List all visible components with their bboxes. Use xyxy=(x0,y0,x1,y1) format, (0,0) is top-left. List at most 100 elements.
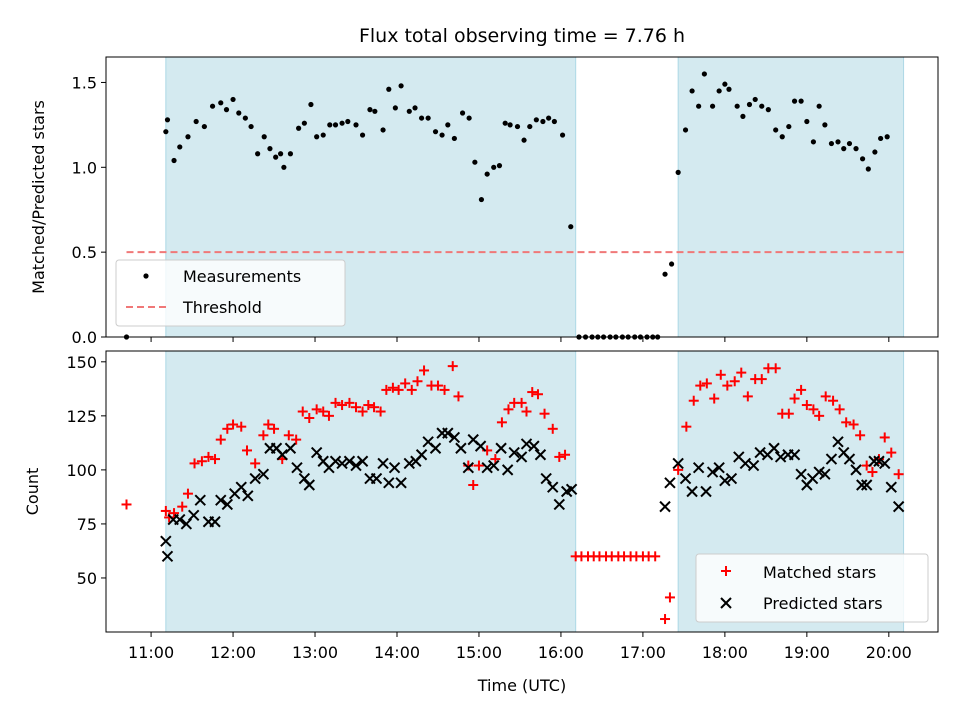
matched-star-point xyxy=(432,380,443,391)
top-legend: Measurements Threshold xyxy=(115,259,346,327)
predicted-legend-marker xyxy=(720,597,732,609)
measurement-point xyxy=(865,166,871,172)
matched-star-point xyxy=(375,406,386,417)
matched-star-point xyxy=(893,469,904,480)
measurement-point xyxy=(734,103,740,109)
predicted-star-point xyxy=(515,451,528,463)
measurement-point xyxy=(765,107,771,113)
y-tick-label: 50 xyxy=(77,569,97,588)
matched-star-point xyxy=(393,384,404,395)
matched-star-point xyxy=(834,404,845,415)
predicted-star-point xyxy=(383,477,395,489)
measurement-point xyxy=(359,132,366,138)
matched-star-point xyxy=(695,380,706,391)
measurement-point xyxy=(682,127,689,133)
predicted-stars-points xyxy=(160,427,905,563)
predicted-star-point xyxy=(856,479,868,491)
top-y-axis-label: Matched/Predicted stars xyxy=(29,100,48,294)
measurement-point xyxy=(478,196,485,203)
matched-star-point xyxy=(814,410,825,421)
predicted-star-point xyxy=(686,485,698,498)
matched-star-point xyxy=(269,423,280,434)
y-tick-label: 1.0 xyxy=(72,158,97,177)
measurement-point xyxy=(709,103,716,109)
measurement-point xyxy=(332,122,339,128)
predicted-star-point xyxy=(442,427,454,439)
predicted-star-point xyxy=(415,449,428,461)
ratio-panel: 0.0 0.5 1.0 1.5 Matched/Predicted stars Mea… xyxy=(29,56,939,347)
predicted-star-point xyxy=(843,453,856,465)
observing-windows-top xyxy=(165,57,905,337)
bottom-legend: Matched stars Predicted stars xyxy=(695,553,929,623)
matched-star-point xyxy=(439,384,450,395)
matched-star-point xyxy=(709,393,720,404)
measurement-point xyxy=(791,98,798,104)
predicted-star-point xyxy=(242,490,254,502)
matched-star-point xyxy=(650,551,661,562)
measurement-point xyxy=(779,134,785,140)
x-tick-label: 12:00 xyxy=(210,643,256,662)
predicted-star-point xyxy=(795,468,807,480)
measurement-point xyxy=(209,103,216,109)
predicted-star-point xyxy=(474,440,487,452)
y-tick-label: 75 xyxy=(77,515,97,534)
matched-star-point xyxy=(263,419,274,430)
predicted-star-point xyxy=(448,431,461,444)
top-axes-frame xyxy=(105,56,939,338)
measurement-point xyxy=(878,135,884,142)
measurement-point xyxy=(828,140,835,147)
matched-star-point xyxy=(527,387,538,398)
measurement-point xyxy=(339,120,345,126)
measurement-point xyxy=(412,105,418,111)
measurement-point xyxy=(255,151,261,157)
predicted-star-point xyxy=(388,462,401,474)
measurement-point xyxy=(551,118,557,125)
measurement-point xyxy=(164,117,171,123)
x-axis-label: Time (UTC) xyxy=(477,676,566,695)
matched-star-point xyxy=(521,406,532,417)
matched-star-point xyxy=(351,402,362,413)
predicted-star-point xyxy=(188,509,200,521)
predicted-star-point xyxy=(747,459,760,472)
measurement-point xyxy=(185,134,191,140)
measurement-point xyxy=(722,81,728,87)
measurement-point xyxy=(193,118,199,125)
x-tick-label: 18:00 xyxy=(702,643,748,662)
matched-star-point xyxy=(203,451,214,462)
measurement-point xyxy=(177,144,183,150)
measurement-point xyxy=(740,113,746,119)
bottom-x-axis-ticks: 11:00 12:00 13:00 14:00 15:00 16:00 17:00 18:00… xyxy=(128,632,912,662)
measurement-point xyxy=(716,88,722,94)
matched-star-point xyxy=(560,449,571,460)
predicted-star-point xyxy=(672,457,684,470)
predicted-star-point xyxy=(788,449,801,461)
matched-star-point xyxy=(473,460,484,471)
measurement-point xyxy=(451,135,457,142)
top-legend-frame xyxy=(115,259,346,327)
measurement-point xyxy=(439,132,445,138)
predicted-star-point xyxy=(310,446,323,459)
measurement-point xyxy=(484,171,490,177)
predicted-star-point xyxy=(892,500,905,513)
measurement-point xyxy=(320,132,326,138)
threshold-legend-label: Threshold xyxy=(182,298,262,317)
measurement-point xyxy=(445,122,451,128)
matched-star-point xyxy=(447,361,458,372)
matched-star-point xyxy=(886,447,897,458)
predicted-star-point xyxy=(692,462,705,474)
matched-star-point xyxy=(412,376,423,387)
measurement-point xyxy=(242,115,248,121)
matched-star-point xyxy=(554,451,565,462)
measurement-point xyxy=(675,169,681,175)
predicted-star-point xyxy=(719,474,731,487)
measurement-point xyxy=(277,151,284,157)
predicted-star-point xyxy=(395,477,407,489)
matched-star-point xyxy=(304,413,315,424)
measurement-point xyxy=(230,96,236,103)
predicted-star-point xyxy=(284,442,297,454)
matched-star-point xyxy=(516,397,527,408)
measurement-point xyxy=(853,146,859,152)
bottom-legend-frame xyxy=(695,553,929,623)
predicted-star-point xyxy=(879,457,891,470)
matched-star-point xyxy=(722,380,733,391)
